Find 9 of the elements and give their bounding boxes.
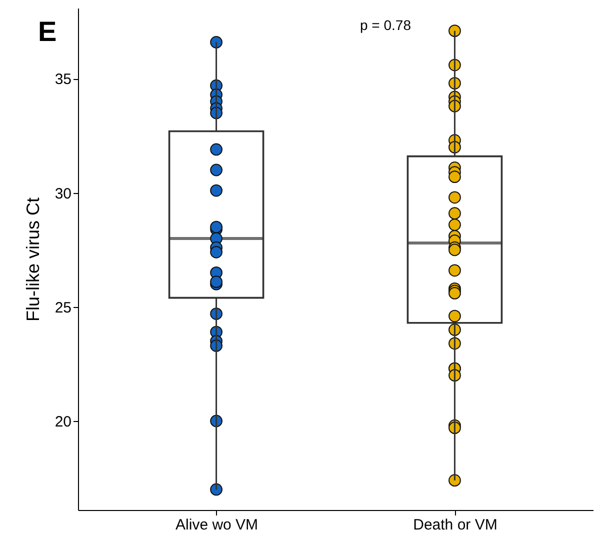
y-tick-label: 30 [54,185,72,202]
x-tick-label: Alive wo VM [176,516,258,534]
y-tick-label: 20 [54,414,72,431]
chart-title: E [38,16,57,47]
y-tick-label: 25 [54,299,72,316]
y-axis-title: Flu-like virus Ct [22,197,43,322]
y-tick-label: 35 [54,71,72,88]
x-tick-label: Death or VM [413,516,498,534]
annotation: p = 0.78 [360,17,412,33]
